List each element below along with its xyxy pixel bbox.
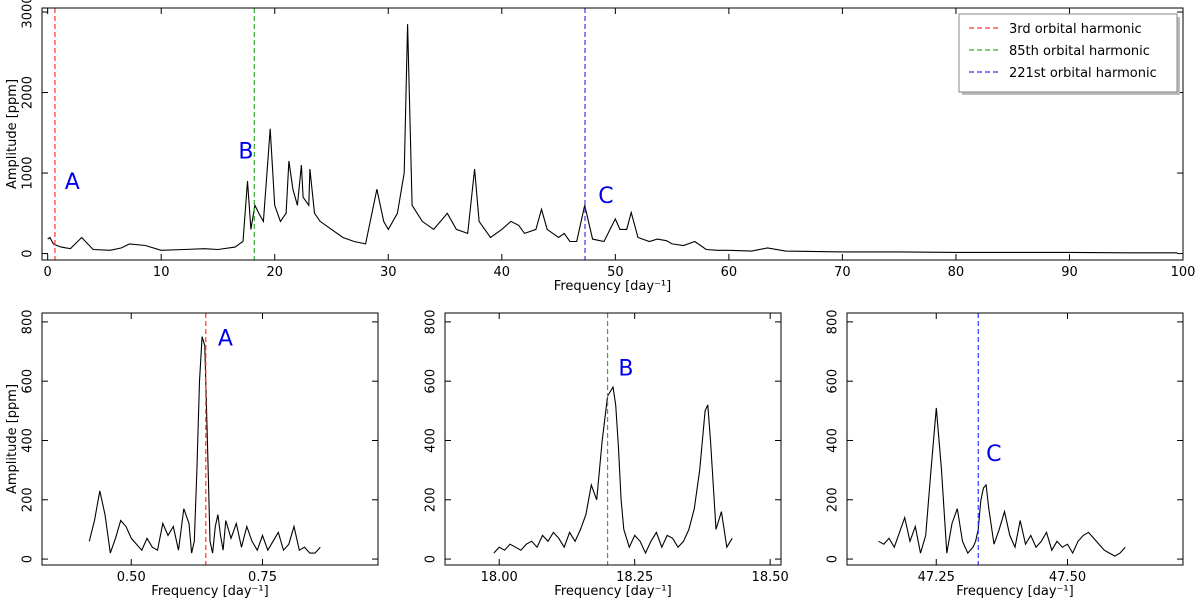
y-tick-label-zoomA-1: 200	[21, 487, 36, 512]
y-tick-label-zoomB-1: 200	[424, 487, 439, 512]
axes-frame-zoomA	[41, 312, 379, 566]
x-tick-label-zoomB-0: 18.00	[481, 570, 518, 585]
x-tick-label-main-7: 70	[834, 265, 851, 280]
x-tick-label-main-5: 50	[607, 265, 624, 280]
y-tick-label-zoomC-1: 200	[826, 487, 841, 512]
legend-label-1: 85th orbital harmonic	[1009, 44, 1150, 59]
axes-frame-zoomB	[444, 312, 782, 566]
x-tick-label-main-4: 40	[494, 265, 511, 280]
y-tick-label-zoomA-2: 400	[21, 428, 36, 453]
y-tick-label-zoomA-0: 0	[21, 555, 36, 563]
x-axis-label-zoomC: Frequency [day⁻¹]	[956, 584, 1073, 599]
x-tick-label-zoomC-1: 47.50	[1049, 570, 1086, 585]
annotation-a-zoomA: A	[218, 327, 233, 352]
legend-box	[958, 13, 1178, 93]
x-tick-label-zoomA-1: 0.75	[248, 570, 277, 585]
annotation-a-main: A	[65, 170, 80, 195]
legend-label-2: 221st orbital harmonic	[1009, 66, 1157, 81]
x-tick-label-main-8: 80	[948, 265, 965, 280]
x-tick-label-zoomC-0: 47.25	[918, 570, 955, 585]
x-tick-label-main-1: 10	[153, 265, 170, 280]
x-tick-label-main-6: 60	[721, 265, 738, 280]
series-line-zoomA-0	[88, 336, 321, 554]
annotation-c-main: C	[598, 184, 613, 209]
panel-zoomB: 18.00 18.25 18.50 0 200 400 600 800 Frequency [d…	[424, 309, 789, 599]
y-tick-label-zoomB-0: 0	[424, 555, 439, 563]
annotation-b-main: B	[238, 140, 253, 165]
y-tick-label-zoomC-2: 400	[826, 428, 841, 453]
x-tick-label-main-2: 20	[266, 265, 283, 280]
y-axis-label-main: Amplitude [ppm]	[5, 79, 20, 189]
x-axis-label-main: Frequency [day⁻¹]	[554, 279, 671, 294]
legend-label-0: 3rd orbital harmonic	[1009, 22, 1142, 37]
y-tick-label-zoomC-3: 600	[826, 369, 841, 394]
y-tick-label-zoomA-3: 600	[21, 369, 36, 394]
series-line-main-0	[47, 24, 1178, 254]
x-tick-label-main-9: 90	[1061, 265, 1078, 280]
x-tick-label-main-0: 0	[44, 265, 52, 280]
y-tick-label-zoomB-4: 800	[424, 309, 439, 334]
x-axis-label-zoomB: Frequency [day⁻¹]	[554, 584, 671, 599]
annotation-b-zoomB: B	[618, 356, 633, 381]
x-tick-label-main-3: 30	[380, 265, 397, 280]
y-tick-label-main-1: 1000	[21, 157, 36, 190]
x-axis-label-zoomA: Frequency [day⁻¹]	[151, 584, 268, 599]
y-tick-label-zoomA-4: 800	[21, 309, 36, 334]
y-axis-label-zoomA: Amplitude [ppm]	[5, 384, 20, 494]
y-tick-label-zoomC-0: 0	[826, 555, 841, 563]
x-tick-label-zoomB-1: 18.25	[616, 570, 653, 585]
panel-main: 0 10 20 30 40 50 60 70 80 90 1000100020003000Frequ…	[5, 0, 1195, 294]
panel-zoomC: 47.25 47.50 0 200 400 600 800 Frequency [day⁻¹]…	[826, 309, 1184, 599]
y-tick-label-zoomC-4: 800	[826, 309, 841, 334]
annotation-c-zoomC: C	[986, 442, 1001, 467]
axes-frame-main	[41, 7, 1184, 261]
series-line-zoomC-0	[878, 407, 1126, 557]
axes-frame-zoomC	[846, 312, 1184, 566]
series-line-zoomB-0	[493, 385, 733, 555]
panel-zoomA: 0.50 0.75 0 200 400 600 800 Frequency [day⁻¹] Am…	[5, 309, 379, 599]
y-tick-label-zoomB-2: 400	[424, 428, 439, 453]
y-tick-label-zoomB-3: 600	[424, 369, 439, 394]
x-tick-label-main-10: 100	[1171, 265, 1196, 280]
y-tick-label-main-0: 0	[21, 249, 36, 257]
y-tick-label-main-2: 2000	[21, 76, 36, 109]
y-tick-label-main-3: 3000	[21, 0, 36, 29]
x-tick-label-zoomA-0: 0.50	[117, 570, 146, 585]
legend: 3rd orbital harmonic 85th orbital harmoni…	[958, 13, 1180, 95]
x-tick-label-zoomB-2: 18.50	[752, 570, 789, 585]
